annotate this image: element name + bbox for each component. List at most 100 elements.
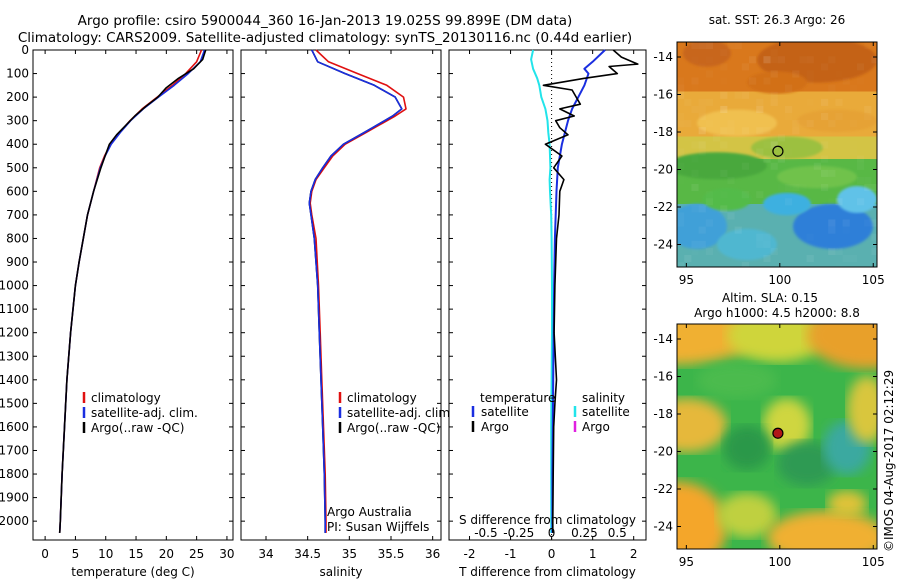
y-tick-label: 800 — [6, 231, 29, 245]
sst-map-panel: -14 -16 -18 -20 -22 -24 95 100 105 sat. SST: 26.3… — [653, 13, 884, 287]
sla-map-frame — [676, 323, 878, 550]
legend-label: satellite — [582, 405, 630, 419]
legend-label: Argo — [481, 420, 509, 434]
map-y-tick-label: -14 — [653, 50, 673, 64]
legend-label: satellite-adj. clim. — [347, 406, 454, 420]
legend-label: satellite-adj. clim. — [91, 406, 198, 420]
difference-profile-panel: -2 -1 0 1 2 -0.5 -0.25 0 0.25 0.5S difference fro… — [448, 49, 647, 579]
sal-diff-tick-label: 0.25 — [571, 526, 598, 540]
y-tick-label: 1600 — [0, 420, 29, 434]
map-y-tick-label: -22 — [653, 482, 673, 496]
x-tick-label: 1 — [589, 547, 597, 561]
sal-diff-xlabel: S difference from climatology — [459, 513, 636, 527]
argo-float-marker — [772, 145, 784, 157]
y-tick-label: 700 — [6, 208, 29, 222]
y-tick-label: 1400 — [0, 373, 29, 387]
x-tick-label: 36 — [425, 547, 440, 561]
map-y-tick-label: -18 — [653, 125, 673, 139]
legend-label: Argo(..raw -QC) — [91, 421, 184, 435]
legend-label: Argo(..raw -QC) — [347, 421, 440, 435]
y-tick-label: 1100 — [0, 302, 29, 316]
sla-title-line2: Argo h1000: 4.5 h2000: 8.8 — [694, 306, 860, 320]
map-y-tick-label: -18 — [653, 407, 673, 421]
temperature-profile-frame — [32, 49, 234, 541]
y-tick-label: 1300 — [0, 349, 29, 363]
y-tick-label: 900 — [6, 255, 29, 269]
x-tick-label: 0 — [41, 547, 49, 561]
map-x-tick-label: 95 — [679, 555, 694, 569]
legend-label: climatology — [91, 391, 161, 405]
temp-xlabel: temperature (deg C) — [71, 565, 194, 579]
x-tick-label: 20 — [159, 547, 174, 561]
y-tick-label: 400 — [6, 137, 29, 151]
legend-label: Argo — [582, 420, 610, 434]
map-y-tick-label: -22 — [653, 200, 673, 214]
sal-diff-satellite-line — [530, 49, 553, 533]
sal-satellite-line — [308, 49, 403, 533]
sst-map-title: sat. SST: 26.3 Argo: 26 — [709, 13, 846, 27]
map-x-tick-label: 105 — [862, 555, 885, 569]
temp-diff-satellite-line — [551, 49, 606, 533]
y-tick-label: 500 — [6, 161, 29, 175]
map-y-tick-label: -24 — [653, 520, 673, 534]
x-tick-label: 30 — [219, 547, 234, 561]
y-tick-label: 1900 — [0, 491, 29, 505]
sal-diff-tick-label: -0.5 — [474, 526, 497, 540]
map-y-tick-label: -16 — [653, 370, 673, 384]
sst-map-field — [677, 42, 877, 267]
salinity-profile-frame — [240, 49, 442, 541]
x-tick-label: 2 — [630, 547, 638, 561]
credit-argo-australia: Argo Australia — [327, 505, 412, 519]
x-tick-label: 34.5 — [294, 547, 321, 561]
x-tick-label: 5 — [72, 547, 80, 561]
legend-temperature-title: temperature — [480, 391, 555, 405]
y-tick-label: 1500 — [0, 396, 29, 410]
x-tick-label: 15 — [128, 547, 143, 561]
x-tick-label: -1 — [505, 547, 517, 561]
y-tick-label: 1000 — [0, 279, 29, 293]
sal-diff-tick-label: -0.25 — [503, 526, 534, 540]
map-x-tick-label: 100 — [768, 273, 791, 287]
y-tick-label: 1200 — [0, 326, 29, 340]
x-tick-label: 10 — [98, 547, 113, 561]
map-x-tick-label: 95 — [679, 273, 694, 287]
legend-label: satellite — [481, 405, 529, 419]
temp-diff-argo-line — [542, 49, 639, 533]
map-y-tick-label: -24 — [653, 238, 673, 252]
x-tick-label: 35.5 — [378, 547, 405, 561]
map-y-tick-label: -20 — [653, 163, 673, 177]
sla-map-panel: -14 -16 -18 -20 -22 -24 95 100 105 Altim. SLA: 0.… — [653, 291, 885, 569]
x-tick-label: -2 — [464, 547, 476, 561]
temp-argo-line — [58, 49, 207, 533]
sla-title-line1: Altim. SLA: 0.15 — [722, 291, 818, 305]
figure-title-line2: Climatology: CARS2009. Satellite-adjuste… — [17, 30, 633, 46]
map-x-tick-label: 100 — [768, 555, 791, 569]
sal-diff-tick-label: 0.5 — [608, 526, 627, 540]
x-tick-label: 25 — [189, 547, 204, 561]
figure-title-line1: Argo profile: csiro 5900044_360 16-Jan-2… — [77, 13, 573, 29]
argo-float-marker — [772, 427, 784, 439]
y-tick-label: 2000 — [0, 514, 29, 528]
map-x-tick-label: 105 — [862, 273, 885, 287]
y-tick-label: 300 — [6, 114, 29, 128]
legend-label: climatology — [347, 391, 417, 405]
temp-diff-xlabel: T difference from climatology — [458, 565, 636, 579]
x-tick-label: 34 — [258, 547, 273, 561]
y-tick-label: 100 — [6, 67, 29, 81]
y-tick-label: 1800 — [0, 467, 29, 481]
x-tick-label: 0 — [548, 547, 556, 561]
map-y-tick-label: -20 — [653, 445, 673, 459]
y-tick-label: 1700 — [0, 443, 29, 457]
y-tick-label: 0 — [21, 43, 29, 57]
temperature-profile-panel: 0100200300400500600700800900100011001200… — [0, 43, 235, 579]
legend-salinity-title: salinity — [582, 391, 625, 405]
y-tick-label: 600 — [6, 184, 29, 198]
imos-credit: ©IMOS 04-Aug-2017 02:12:29 — [882, 370, 896, 552]
map-y-tick-label: -14 — [653, 332, 673, 346]
sst-map-frame — [676, 41, 878, 268]
sal-xlabel: salinity — [319, 565, 362, 579]
credit-pi: PI: Susan Wijffels — [327, 520, 429, 534]
sal-diff-tick-label: 0 — [548, 526, 556, 540]
y-tick-label: 200 — [6, 90, 29, 104]
